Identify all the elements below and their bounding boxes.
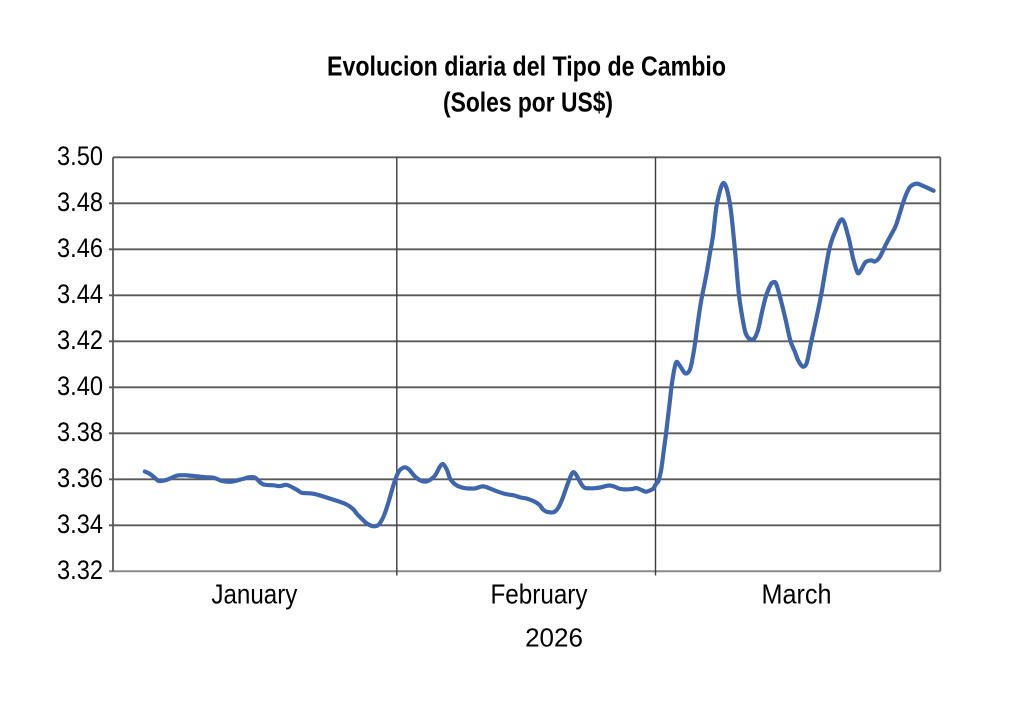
svg-text:February: February [491,579,588,610]
svg-text:3.46: 3.46 [57,233,103,263]
svg-text:3.32: 3.32 [57,555,103,585]
svg-text:3.50: 3.50 [57,141,103,171]
svg-text:3.40: 3.40 [57,371,103,401]
svg-text:3.34: 3.34 [57,509,103,539]
svg-text:(Soles por US$): (Soles por US$) [443,86,613,117]
svg-text:3.36: 3.36 [57,463,103,493]
svg-text:2026: 2026 [525,623,583,653]
svg-text:Evolucion diaria del Tipo de C: Evolucion diaria del Tipo de Cambio [327,51,726,82]
svg-text:March: March [762,579,832,610]
svg-text:3.42: 3.42 [57,325,103,355]
svg-text:3.44: 3.44 [57,279,103,309]
svg-text:3.48: 3.48 [57,187,103,217]
svg-text:3.38: 3.38 [57,417,103,447]
svg-text:January: January [211,579,297,610]
